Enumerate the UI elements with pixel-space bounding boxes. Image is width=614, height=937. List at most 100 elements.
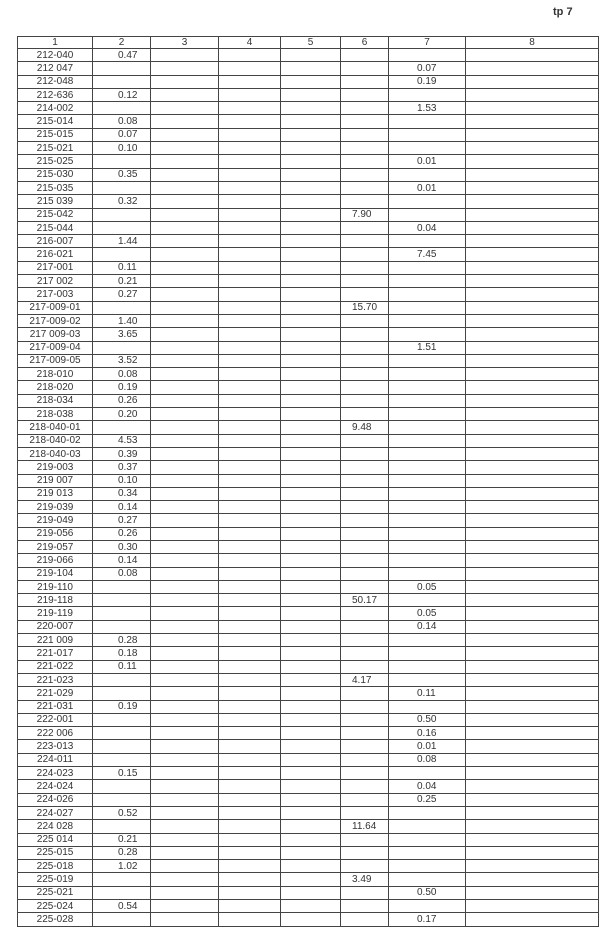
cell-col-8 [465,846,599,861]
cell-col-1: 217-001 [17,261,93,276]
cell-col-3 [150,580,219,595]
cell-col-8 [465,859,599,874]
cell-col-4 [218,367,281,382]
cell-col-5 [280,447,341,462]
cell-col-5 [280,367,341,382]
cell-col-2 [92,686,151,701]
table-row: 224-023 0.15 [17,766,599,781]
cell-col-1: 215-015 [17,128,93,143]
cell-col-1: 222-001 [17,713,93,728]
cell-col-6: 7.90 [340,208,389,222]
cell-col-4 [218,460,281,475]
table-row: 215-014 0.08 [17,114,599,129]
cell-col-4 [218,833,281,847]
cell-col-7: 0.08 [388,753,466,768]
cell-col-4 [218,713,281,728]
cell-col-1: 212 047 [17,61,93,76]
cell-col-1: 222 006 [17,726,93,741]
cell-col-1: 224-027 [17,806,93,821]
table-row: 218-038 0.20 [17,407,599,422]
cell-col-3 [150,646,219,661]
table-row: 221-029 0.11 [17,686,599,701]
cell-col-4 [218,474,281,488]
cell-col-1: 219 007 [17,474,93,488]
cell-col-2: 0.10 [92,141,151,156]
cell-col-5 [280,540,341,555]
cell-col-4 [218,154,281,169]
cell-col-4 [218,766,281,781]
cell-col-4 [218,673,281,688]
cell-col-5 [280,128,341,143]
cell-col-5 [280,88,341,103]
cell-col-8 [465,660,599,674]
cell-col-5 [280,234,341,249]
cell-col-6 [340,793,389,807]
cell-col-7 [388,367,466,382]
cell-col-1: 218-020 [17,380,93,395]
cell-col-7 [388,234,466,249]
cell-col-8 [465,673,599,688]
cell-col-8 [465,726,599,741]
table-row: 215-021 0.10 [17,141,599,156]
cell-col-2: 0.47 [92,48,151,63]
table-row: 225-019 3.49 [17,872,599,887]
table-row: 224 028 11.64 [17,819,599,834]
cell-col-8 [465,593,599,608]
table-row: 217-003 0.27 [17,287,599,302]
cell-col-8 [465,208,599,222]
cell-col-4 [218,859,281,874]
table-row: 215-044 0.04 [17,221,599,236]
cell-col-8 [465,766,599,781]
cell-col-2 [92,301,151,315]
cell-col-1: 218-010 [17,367,93,382]
cell-col-7 [388,819,466,834]
table-row: 216-007 1.44 [17,234,599,249]
table-row: 218-040-02 4.53 [17,434,599,448]
cell-col-4 [218,354,281,369]
cell-col-2: 0.34 [92,487,151,502]
cell-col-8 [465,380,599,395]
cell-col-8 [465,434,599,448]
cell-col-5 [280,886,341,901]
table-row: 221-022 0.11 [17,660,599,674]
cell-col-3 [150,434,219,448]
cell-col-5 [280,673,341,688]
cell-col-8 [465,540,599,555]
cell-col-6 [340,221,389,236]
cell-col-8 [465,474,599,488]
cell-col-1: 221-031 [17,700,93,714]
column-header-6: 6 [340,36,389,49]
cell-col-8 [465,833,599,847]
cell-col-5 [280,420,341,435]
cell-col-6 [340,88,389,103]
cell-col-5 [280,114,341,129]
cell-col-5 [280,460,341,475]
cell-col-2: 0.08 [92,114,151,129]
cell-col-7: 0.11 [388,686,466,701]
cell-col-3 [150,61,219,76]
table-row: 214-002 1.53 [17,101,599,116]
cell-col-4 [218,181,281,196]
table-row: 218-040-03 0.39 [17,447,599,462]
cell-col-6 [340,380,389,395]
cell-col-1: 212-048 [17,75,93,89]
cell-col-8 [465,261,599,276]
cell-col-2: 0.52 [92,806,151,821]
cell-col-3 [150,327,219,342]
table-row: 222 006 0.16 [17,726,599,741]
cell-col-8 [465,420,599,435]
cell-col-1: 219-049 [17,513,93,528]
page-reference: tp 7 [553,6,573,18]
cell-col-8 [465,606,599,621]
cell-col-4 [218,872,281,887]
cell-col-5 [280,301,341,315]
header-row: 1 2 3 4 5 6 7 8 [17,36,599,49]
cell-col-2: 0.14 [92,553,151,568]
cell-col-4 [218,633,281,648]
cell-col-2 [92,872,151,887]
table-row: 215-015 0.07 [17,128,599,143]
table-row: 219-056 0.26 [17,527,599,541]
cell-col-5 [280,753,341,768]
cell-col-2: 0.20 [92,407,151,422]
table-row: 224-027 0.52 [17,806,599,821]
